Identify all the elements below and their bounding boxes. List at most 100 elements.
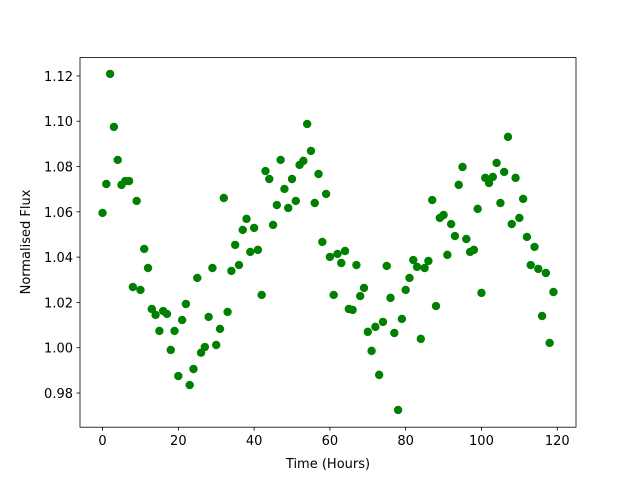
y-tick-label: 1.00 — [44, 342, 73, 357]
point — [439, 210, 448, 220]
x-tick-label: 40 — [246, 434, 263, 449]
point — [318, 237, 327, 247]
point — [443, 250, 452, 260]
point — [291, 196, 300, 206]
point — [102, 179, 111, 189]
point — [253, 245, 263, 255]
point — [348, 305, 357, 315]
point — [287, 174, 297, 184]
point — [333, 249, 342, 259]
y-axis-label: Normalised Flux — [19, 189, 34, 294]
point — [174, 371, 183, 381]
point — [340, 246, 350, 256]
point — [151, 310, 160, 320]
point — [238, 225, 247, 235]
x-tick-label: 100 — [469, 434, 494, 449]
point — [128, 282, 138, 292]
point — [409, 255, 418, 265]
point — [185, 380, 194, 390]
point — [170, 326, 179, 336]
point — [374, 370, 384, 380]
point — [367, 346, 376, 356]
point — [393, 405, 403, 415]
point — [401, 285, 410, 295]
point — [98, 208, 107, 218]
point — [363, 327, 372, 337]
point — [477, 288, 486, 298]
point — [522, 232, 532, 242]
point — [124, 176, 134, 186]
x-tick-label: 0 — [98, 434, 106, 449]
point — [113, 155, 122, 165]
axes-frame — [79, 57, 577, 428]
x-tick-label: 120 — [545, 434, 570, 449]
point — [496, 198, 505, 208]
point — [265, 174, 274, 184]
point — [215, 324, 225, 334]
point — [503, 132, 513, 142]
point — [454, 180, 463, 190]
point — [530, 242, 539, 252]
point — [541, 268, 551, 278]
point — [473, 204, 482, 214]
point — [462, 234, 471, 244]
y-tick-label: 1.08 — [44, 161, 73, 176]
y-tick-label: 1.12 — [44, 70, 73, 85]
point — [397, 314, 407, 324]
point — [534, 264, 543, 274]
point — [499, 167, 509, 177]
point — [230, 240, 240, 250]
point — [223, 307, 232, 317]
point — [488, 172, 498, 182]
point — [518, 194, 528, 204]
point — [446, 219, 456, 229]
point — [458, 162, 467, 172]
point — [212, 340, 221, 350]
point — [306, 146, 316, 156]
point — [261, 166, 270, 176]
point — [140, 244, 149, 254]
point — [280, 184, 289, 194]
point — [416, 334, 426, 344]
point — [356, 291, 365, 301]
point — [537, 311, 547, 321]
point — [284, 203, 293, 213]
point — [177, 315, 187, 325]
point — [405, 273, 414, 283]
point — [428, 195, 437, 205]
point — [352, 260, 361, 270]
point — [276, 155, 285, 165]
point — [378, 317, 388, 327]
point — [299, 156, 308, 166]
point — [234, 260, 244, 270]
point — [484, 178, 494, 188]
y-tick-label: 1.10 — [44, 115, 73, 130]
point — [390, 328, 399, 338]
point — [208, 263, 217, 273]
point — [249, 223, 259, 233]
point — [200, 342, 210, 352]
point — [162, 309, 172, 319]
point — [136, 285, 145, 295]
point — [310, 198, 319, 208]
point — [227, 266, 236, 276]
point — [382, 261, 391, 271]
point — [424, 256, 433, 266]
point — [549, 287, 558, 297]
point — [204, 312, 213, 322]
point — [246, 247, 255, 257]
point — [219, 193, 228, 203]
point — [420, 263, 429, 273]
point — [193, 273, 202, 283]
point — [325, 252, 335, 262]
point — [492, 158, 501, 168]
y-tick-label: 1.06 — [44, 206, 73, 221]
point — [257, 290, 266, 300]
y-tick-label: 1.04 — [44, 251, 73, 266]
point — [450, 231, 460, 241]
y-tick-label: 0.98 — [44, 387, 73, 402]
point — [337, 258, 346, 268]
point — [321, 189, 331, 199]
point — [242, 214, 251, 224]
